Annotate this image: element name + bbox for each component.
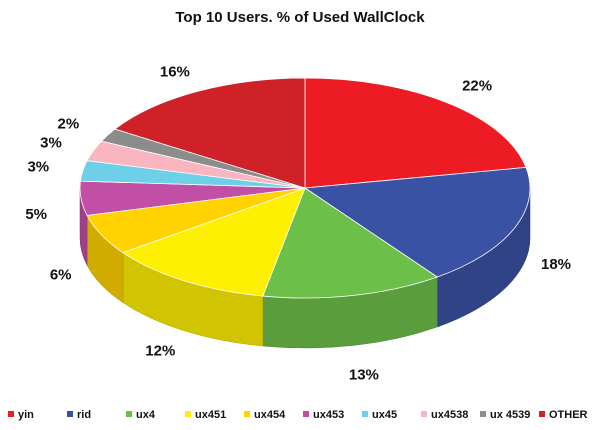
legend-label-ux4538: ux4538 — [431, 409, 468, 421]
legend-label-ux453: ux453 — [313, 409, 344, 421]
slice-other — [114, 77, 306, 189]
legend-swatch-ux-4539 — [480, 411, 486, 417]
legend-label-ux451: ux451 — [195, 409, 226, 421]
data-label-other: 16% — [160, 63, 190, 80]
pie-data-labels: 22% 18% 13% 12% 6% 5% 3% 3% 2% 16% — [25, 63, 571, 383]
legend-swatch-other — [539, 411, 545, 417]
data-label-ux4538: 3% — [40, 134, 62, 151]
data-label-yin: 22% — [462, 77, 492, 94]
legend-swatch-ux45 — [362, 411, 368, 417]
legend-label-ux45: ux45 — [372, 409, 397, 421]
legend-label-yin: yin — [18, 409, 34, 421]
slice-ux451 — [122, 187, 306, 297]
data-label-ux-4539: 2% — [58, 115, 80, 132]
legend: yin rid ux4 ux451 ux454 ux453 ux45 ux4538 ux 453… — [8, 409, 588, 421]
legend-label-rid: rid — [77, 409, 91, 421]
legend-swatch-ux453 — [303, 411, 309, 417]
pie-slices — [79, 77, 531, 299]
data-label-ux45: 3% — [27, 158, 49, 175]
legend-swatch-rid — [67, 411, 73, 417]
data-label-ux451: 12% — [145, 343, 175, 360]
chart-title: Top 10 Users. % of Used WallClock — [175, 9, 425, 26]
legend-swatch-ux4 — [126, 411, 132, 417]
legend-swatch-yin — [8, 411, 14, 417]
slice-ux4 — [262, 187, 439, 299]
slice-rid — [303, 166, 531, 278]
legend-label-ux-4539: ux 4539 — [490, 409, 530, 421]
slice-yin — [304, 77, 527, 189]
legend-label-ux4: ux4 — [136, 409, 156, 421]
legend-label-ux454: ux454 — [254, 409, 286, 421]
legend-swatch-ux451 — [185, 411, 191, 417]
data-label-ux4: 13% — [349, 367, 379, 384]
legend-label-other: OTHER — [549, 409, 588, 421]
data-label-ux453: 5% — [25, 206, 47, 223]
legend-swatch-ux4538 — [421, 411, 427, 417]
data-label-ux454: 6% — [50, 267, 72, 284]
data-label-rid: 18% — [541, 256, 571, 273]
legend-swatch-ux454 — [244, 411, 250, 417]
